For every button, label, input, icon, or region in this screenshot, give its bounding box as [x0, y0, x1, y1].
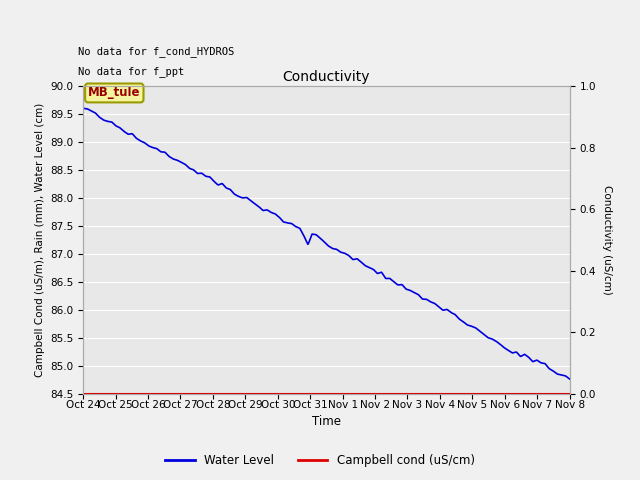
- Water Level: [109, 120, 117, 126]
- Campbell cond (uS/cm): [417, 391, 424, 396]
- Campbell cond (uS/cm): [209, 391, 216, 396]
- Campbell cond (uS/cm): [228, 391, 236, 396]
- Campbell cond (uS/cm): [119, 391, 127, 396]
- Campbell cond (uS/cm): [139, 391, 147, 396]
- Campbell cond (uS/cm): [169, 391, 177, 396]
- Legend: Water Level, Campbell cond (uS/cm): Water Level, Campbell cond (uS/cm): [161, 449, 479, 472]
- Campbell cond (uS/cm): [566, 391, 573, 396]
- Campbell cond (uS/cm): [159, 391, 166, 396]
- Campbell cond (uS/cm): [317, 391, 325, 396]
- Campbell cond (uS/cm): [387, 391, 395, 396]
- Campbell cond (uS/cm): [328, 391, 335, 396]
- Campbell cond (uS/cm): [268, 391, 276, 396]
- Campbell cond (uS/cm): [149, 391, 157, 396]
- Campbell cond (uS/cm): [337, 391, 345, 396]
- Y-axis label: Campbell Cond (uS/m), Rain (mm), Water Level (cm): Campbell Cond (uS/m), Rain (mm), Water L…: [35, 103, 45, 377]
- Campbell cond (uS/cm): [218, 391, 226, 396]
- Campbell cond (uS/cm): [357, 391, 365, 396]
- Water Level: [362, 263, 369, 269]
- Campbell cond (uS/cm): [308, 391, 316, 396]
- Campbell cond (uS/cm): [238, 391, 246, 396]
- Campbell cond (uS/cm): [179, 391, 186, 396]
- Water Level: [566, 376, 573, 382]
- Campbell cond (uS/cm): [99, 391, 107, 396]
- Campbell cond (uS/cm): [397, 391, 404, 396]
- Campbell cond (uS/cm): [476, 391, 484, 396]
- Campbell cond (uS/cm): [258, 391, 266, 396]
- Campbell cond (uS/cm): [109, 391, 117, 396]
- Campbell cond (uS/cm): [348, 391, 355, 396]
- Y-axis label: Conductivity (uS/cm): Conductivity (uS/cm): [602, 185, 612, 295]
- Campbell cond (uS/cm): [516, 391, 524, 396]
- Title: Conductivity: Conductivity: [283, 70, 370, 84]
- Water Level: [448, 310, 456, 316]
- Campbell cond (uS/cm): [298, 391, 305, 396]
- Campbell cond (uS/cm): [447, 391, 454, 396]
- Water Level: [79, 106, 87, 111]
- Campbell cond (uS/cm): [79, 391, 87, 396]
- Water Level: [498, 343, 506, 349]
- Campbell cond (uS/cm): [248, 391, 256, 396]
- Campbell cond (uS/cm): [198, 391, 206, 396]
- Campbell cond (uS/cm): [486, 391, 494, 396]
- Campbell cond (uS/cm): [536, 391, 543, 396]
- Text: MB_tule: MB_tule: [88, 86, 141, 99]
- Campbell cond (uS/cm): [427, 391, 435, 396]
- Water Level: [389, 278, 397, 284]
- Campbell cond (uS/cm): [90, 391, 97, 396]
- Campbell cond (uS/cm): [556, 391, 563, 396]
- Text: No data for f_ppt: No data for f_ppt: [78, 66, 184, 77]
- Campbell cond (uS/cm): [496, 391, 504, 396]
- Campbell cond (uS/cm): [288, 391, 296, 396]
- Water Level: [374, 270, 382, 276]
- Campbell cond (uS/cm): [129, 391, 137, 396]
- Campbell cond (uS/cm): [546, 391, 554, 396]
- Campbell cond (uS/cm): [367, 391, 375, 396]
- Campbell cond (uS/cm): [377, 391, 385, 396]
- Line: Water Level: Water Level: [83, 108, 570, 379]
- Campbell cond (uS/cm): [278, 391, 285, 396]
- Campbell cond (uS/cm): [407, 391, 415, 396]
- Text: No data for f_cond_HYDROS: No data for f_cond_HYDROS: [78, 47, 235, 58]
- Campbell cond (uS/cm): [526, 391, 534, 396]
- Campbell cond (uS/cm): [506, 391, 514, 396]
- Campbell cond (uS/cm): [467, 391, 474, 396]
- Campbell cond (uS/cm): [189, 391, 196, 396]
- Campbell cond (uS/cm): [456, 391, 464, 396]
- X-axis label: Time: Time: [312, 415, 341, 429]
- Campbell cond (uS/cm): [436, 391, 444, 396]
